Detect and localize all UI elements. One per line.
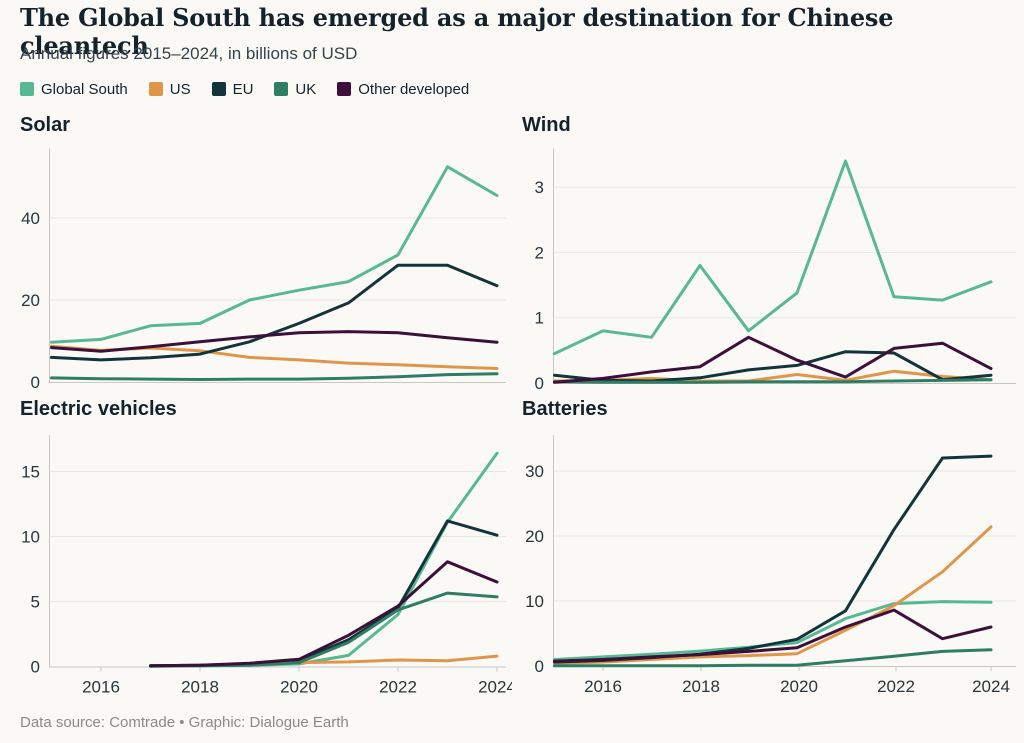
y-tick-label: 2	[535, 243, 544, 262]
chart-title-wind: Wind	[522, 114, 571, 136]
legend-swatch-global_south	[20, 82, 34, 96]
series-line-other_developed	[50, 330, 499, 353]
y-tick-label: 5	[31, 593, 40, 612]
electric-vehicles-line-chart: 0 5 10 15 2016 2018 2020 2022 2024	[21, 435, 512, 697]
legend-item-uk: UK	[274, 81, 316, 98]
batteries-line-chart: 0 10 20 30 2016 2018 2020 2022 2024	[525, 435, 1016, 696]
chart-title-batteries: Batteries	[522, 398, 608, 420]
x-tick-label: 2020	[280, 678, 318, 697]
y-tick-label: 10	[525, 592, 544, 611]
legend-item-other_developed: Other developed	[337, 81, 469, 98]
legend-item-global_south: Global South	[20, 81, 128, 98]
solar-line-chart: 0 20 40	[21, 148, 506, 392]
x-tick-label: 2020	[780, 677, 818, 696]
x-tick-label: 2022	[877, 677, 915, 696]
series-line-us	[553, 525, 993, 665]
legend-swatch-us	[148, 82, 163, 96]
wind-line-chart: 0 1 2 3	[535, 148, 1016, 392]
x-tick-label: 2018	[682, 677, 720, 696]
series-line-other_developed	[553, 608, 993, 663]
legend-label: UK	[295, 80, 317, 98]
x-tick-label: 2016	[584, 677, 622, 696]
page-title: The Global South has emerged as a major …	[20, 3, 894, 60]
legend-label: Other developed	[358, 80, 470, 98]
y-tick-label: 0	[535, 374, 544, 392]
chart-title-electric-vehicles: Electric vehicles	[20, 398, 177, 420]
legend-item-eu: EU	[211, 80, 254, 98]
y-tick-label: 20	[525, 527, 544, 546]
legend-label: EU	[232, 80, 254, 98]
legend-item-us: US	[148, 80, 191, 98]
series-line-other_developed	[553, 335, 993, 384]
y-tick-label: 15	[21, 463, 40, 482]
x-tick-label: 2016	[82, 678, 120, 697]
series-line-global_south	[50, 165, 499, 344]
y-tick-label: 20	[21, 291, 40, 310]
x-tick-label: 2024	[972, 677, 1010, 696]
y-tick-label: 1	[535, 309, 544, 328]
legend-swatch-eu	[211, 82, 226, 96]
series-line-uk	[50, 372, 499, 381]
x-tick-label: 2024	[478, 678, 512, 697]
series-line-uk	[553, 378, 993, 384]
series-line-uk	[553, 648, 993, 668]
x-tick-label: 2018	[181, 678, 219, 697]
series-line-global_south	[149, 451, 499, 668]
y-tick-label: 0	[31, 373, 40, 392]
x-tick-label: 2022	[379, 678, 417, 697]
chart-title-solar: Solar	[20, 114, 71, 136]
y-tick-label: 3	[535, 178, 544, 197]
legend: Global South US EU UK Other developed	[20, 79, 469, 99]
y-tick-label: 30	[525, 462, 544, 481]
series-line-uk	[149, 591, 499, 668]
series-line-eu	[553, 350, 993, 383]
series-line-global_south	[553, 159, 993, 356]
legend-label: US	[169, 80, 191, 98]
y-tick-label: 0	[535, 657, 544, 676]
series-line-eu	[553, 454, 993, 664]
y-tick-label: 0	[31, 658, 40, 677]
legend-swatch-other_developed	[337, 82, 352, 96]
legend-swatch-uk	[274, 82, 289, 96]
series-line-other_developed	[149, 560, 499, 668]
y-tick-label: 10	[21, 528, 40, 547]
y-tick-label: 40	[21, 209, 40, 228]
series-line-eu	[50, 263, 499, 362]
page-subtitle: Annual figures 2015–2024, in billions of…	[20, 44, 358, 63]
legend-label: Global South	[41, 80, 128, 98]
footer-credit: Data source: Comtrade • Graphic: Dialogu…	[20, 714, 349, 731]
